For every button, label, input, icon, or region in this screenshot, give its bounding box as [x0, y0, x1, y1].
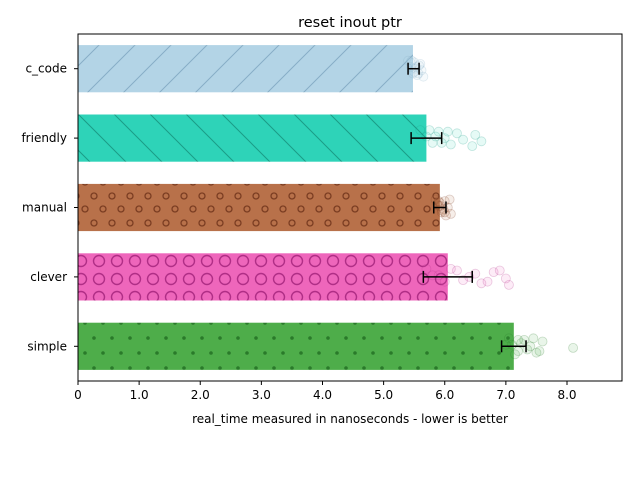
- sample-point-friendly: [442, 126, 453, 137]
- sample-point-clever: [439, 276, 450, 287]
- errorbars-group: [407, 62, 527, 353]
- bar-clever: [78, 253, 448, 301]
- y-tick-label: simple: [27, 339, 67, 353]
- x-axis-label: real_time measured in nanoseconds - lowe…: [192, 412, 508, 426]
- sample-point-clever: [470, 268, 481, 279]
- sample-point-friendly: [415, 125, 426, 136]
- x-tick-label: 2.0: [191, 388, 210, 402]
- sample-point-clever: [421, 263, 432, 274]
- x-axis: 0 1.0 2.0 3.0 4.0 5.0 6.0 7.0 8.0: [74, 381, 577, 402]
- sample-point-clever: [500, 273, 511, 284]
- sample-point-simple: [537, 336, 548, 347]
- sample-point-friendly: [452, 128, 462, 139]
- sample-point-clever: [488, 267, 499, 278]
- sample-point-manual: [439, 196, 450, 207]
- sample-point-clever: [445, 263, 456, 274]
- sample-point-manual: [437, 205, 448, 216]
- bar-friendly: [78, 114, 427, 162]
- chart-title: reset inout ptr: [298, 15, 402, 31]
- sample-point-manual: [445, 208, 456, 219]
- sample-point-clever: [452, 265, 462, 276]
- x-tick-label: 0: [74, 388, 82, 402]
- bar-c_code: [78, 45, 413, 93]
- x-tick-label: 6.0: [435, 388, 454, 402]
- sample-point-simple: [504, 333, 514, 344]
- sample-point-simple: [522, 344, 533, 355]
- x-tick-label: 1.0: [130, 388, 149, 402]
- y-axis: c_code friendly manual clever simple: [21, 62, 78, 353]
- sample-point-friendly: [433, 126, 444, 137]
- x-tick-label: 5.0: [374, 388, 393, 402]
- sample-point-clever: [494, 265, 505, 276]
- sample-point-clever: [458, 275, 468, 286]
- x-tick-label: 7.0: [496, 388, 515, 402]
- x-tick-label: 3.0: [252, 388, 271, 402]
- bar-manual: [78, 183, 440, 232]
- sample-point-c_code: [418, 71, 429, 82]
- x-tick-label: 8.0: [557, 388, 576, 402]
- bar-simple: [78, 322, 514, 370]
- sample-point-manual: [444, 194, 455, 205]
- sample-point-simple: [568, 342, 579, 353]
- y-tick-label: c_code: [25, 62, 67, 76]
- y-tick-label: clever: [30, 270, 67, 284]
- sample-point-manual: [439, 207, 450, 218]
- sample-point-simple: [528, 333, 539, 344]
- sample-point-friendly: [424, 125, 435, 136]
- sample-point-clever: [482, 276, 493, 287]
- sample-point-simple: [531, 347, 542, 358]
- sample-point-simple: [534, 346, 545, 357]
- sample-point-clever: [427, 270, 438, 281]
- sample-point-c_code: [409, 57, 420, 68]
- bars-group: [78, 45, 514, 370]
- sample-point-clever: [504, 279, 514, 290]
- sample-point-c_code: [415, 59, 426, 69]
- y-tick-label: friendly: [21, 131, 67, 145]
- sample-point-simple: [513, 334, 523, 345]
- sample-point-friendly: [445, 139, 456, 150]
- sample-point-manual: [433, 196, 444, 207]
- y-tick-label: manual: [22, 201, 67, 215]
- sample-point-friendly: [467, 141, 478, 152]
- sample-point-friendly: [470, 129, 481, 140]
- sample-point-simple: [510, 349, 520, 360]
- sample-point-clever: [476, 278, 487, 289]
- sample-point-friendly: [458, 134, 468, 145]
- sample-point-manual: [432, 199, 443, 210]
- sample-point-friendly: [476, 136, 487, 147]
- sample-point-c_code: [406, 55, 417, 66]
- sample-point-simple: [500, 339, 511, 350]
- x-tick-label: 4.0: [313, 388, 332, 402]
